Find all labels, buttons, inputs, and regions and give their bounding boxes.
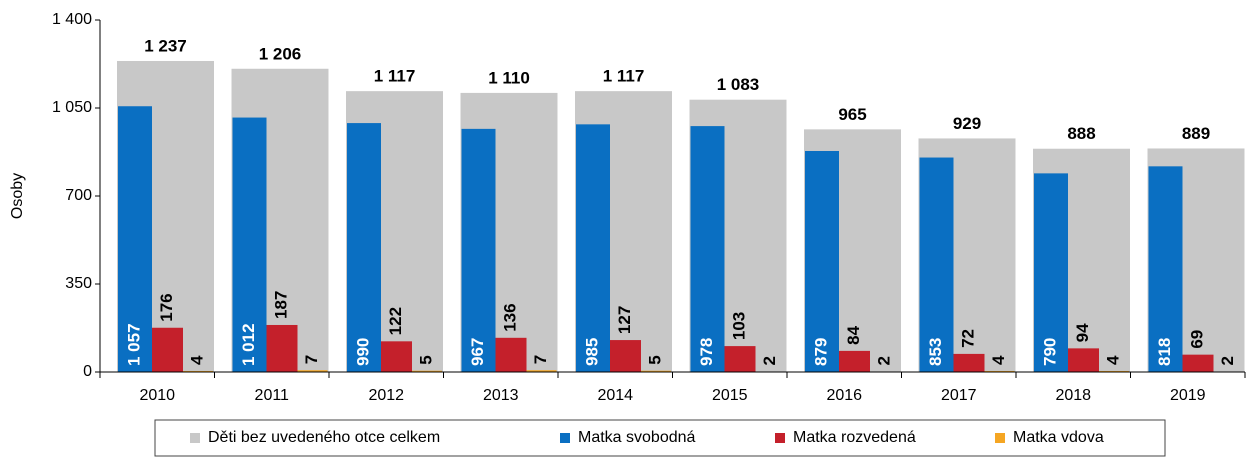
data-label: 965 <box>838 105 866 124</box>
bar <box>724 346 756 372</box>
data-label: 5 <box>416 355 435 364</box>
bar <box>266 324 298 372</box>
x-tick-label: 2014 <box>597 387 633 404</box>
bar <box>576 124 610 372</box>
bar <box>152 327 183 372</box>
data-label: 69 <box>1187 330 1206 349</box>
y-tick-label: 700 <box>65 187 92 204</box>
data-label: 985 <box>582 338 601 366</box>
y-tick-label: 1 050 <box>52 99 92 116</box>
legend-label: Děti bez uvedeného otce celkem <box>208 429 440 446</box>
bar <box>232 117 267 372</box>
x-tick-label: 2015 <box>712 387 748 404</box>
data-label: 4 <box>187 355 206 365</box>
data-label: 5 <box>645 355 664 364</box>
data-label: 103 <box>729 312 748 340</box>
bar <box>297 370 328 372</box>
data-label: 1 057 <box>124 323 143 366</box>
data-label: 127 <box>615 306 634 334</box>
data-label: 136 <box>500 303 519 331</box>
data-label: 1 206 <box>259 44 302 63</box>
legend-swatch <box>995 433 1005 443</box>
bar <box>381 341 412 372</box>
data-label: 889 <box>1182 124 1210 143</box>
legend-label: Matka vdova <box>1013 429 1104 446</box>
y-tick-label: 350 <box>65 275 92 292</box>
bar <box>495 337 527 372</box>
x-tick-label: 2011 <box>255 387 290 404</box>
data-label: 978 <box>697 338 716 366</box>
x-tick-label: 2019 <box>1170 387 1206 404</box>
data-label: 187 <box>271 291 290 319</box>
data-label: 2 <box>1218 356 1237 365</box>
data-label: 94 <box>1073 323 1092 342</box>
bar <box>1148 166 1183 372</box>
bar <box>183 370 213 372</box>
data-label: 1 083 <box>717 75 760 94</box>
bar <box>118 106 152 373</box>
bar <box>1182 354 1214 372</box>
y-axis-label: Osoby <box>9 173 26 219</box>
data-label: 967 <box>468 338 487 366</box>
y-tick-label: 0 <box>83 363 92 380</box>
x-tick-label: 2016 <box>826 387 862 404</box>
legend-swatch <box>190 433 200 443</box>
bar <box>1034 173 1068 372</box>
bar <box>953 353 985 372</box>
bar <box>526 370 557 372</box>
bar <box>347 123 381 372</box>
data-label: 84 <box>844 325 863 344</box>
data-label: 2 <box>874 356 893 365</box>
data-label: 176 <box>157 293 176 321</box>
y-tick-label: 1 400 <box>52 11 92 28</box>
legend-swatch <box>560 433 570 443</box>
data-label: 818 <box>1155 338 1174 366</box>
x-tick-label: 2010 <box>139 387 175 404</box>
data-label: 1 110 <box>488 68 530 87</box>
data-label: 1 117 <box>374 67 416 86</box>
data-label: 990 <box>353 338 372 366</box>
bar <box>690 126 725 372</box>
x-tick-label: 2012 <box>368 387 404 404</box>
legend-label: Matka rozvedená <box>793 429 916 446</box>
bar <box>1099 370 1129 372</box>
data-label: 929 <box>953 114 981 133</box>
bar <box>839 350 870 372</box>
data-label: 7 <box>531 355 550 364</box>
bar <box>805 150 839 372</box>
data-label: 1 012 <box>239 323 258 366</box>
x-tick-label: 2013 <box>483 387 519 404</box>
data-label: 1 117 <box>603 67 645 86</box>
data-label: 1 237 <box>144 36 187 55</box>
data-label: 2 <box>760 356 779 365</box>
bar <box>984 370 1015 372</box>
data-label: 790 <box>1040 338 1059 366</box>
bar <box>610 340 641 372</box>
x-tick-label: 2017 <box>941 387 977 404</box>
bar <box>461 128 496 372</box>
x-tick-label: 2018 <box>1055 387 1091 404</box>
data-label: 888 <box>1067 124 1095 143</box>
bar <box>1068 348 1099 372</box>
legend-swatch <box>775 433 785 443</box>
data-label: 853 <box>926 338 945 366</box>
data-label: 4 <box>1103 355 1122 365</box>
bar <box>641 370 671 372</box>
legend-label: Matka svobodná <box>578 429 696 446</box>
data-label: 122 <box>386 307 405 335</box>
bar <box>919 157 954 372</box>
bar <box>412 370 442 372</box>
data-label: 7 <box>302 355 321 364</box>
data-label: 879 <box>811 338 830 366</box>
data-label: 72 <box>958 329 977 348</box>
data-label: 4 <box>989 355 1008 365</box>
